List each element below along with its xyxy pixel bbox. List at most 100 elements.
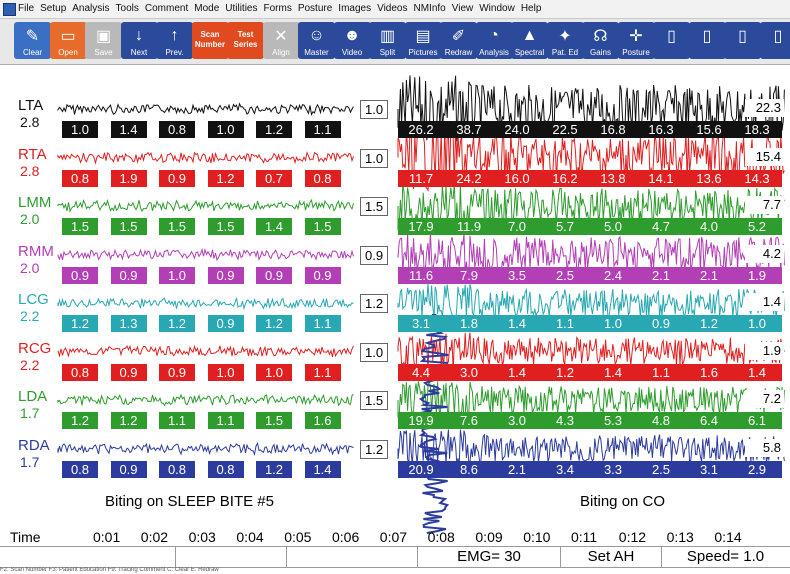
arrow-up-icon: ↑ [170,27,179,44]
form-1-button[interactable]: ▯ [653,22,690,59]
spectral-button[interactable]: ▲ Spectral [511,22,548,59]
trace-lcg-baseline [57,297,354,311]
form-2-button[interactable]: ▯ [688,22,726,59]
stat-right: 24.0 [504,122,530,137]
stat-left: 0.8 [62,363,98,381]
stat-right: 11.7 [408,170,434,186]
align-button[interactable]: ✕ Align [262,22,300,59]
form-3-button[interactable]: ▯ [724,22,761,59]
trace-rta-baseline [57,151,354,165]
channel-right-value: 7.2 [745,390,784,408]
form-2-icon: ▯ [702,28,712,45]
clear-button[interactable]: ✎ Clear [14,22,51,59]
menu-utilities[interactable]: Utilities [225,3,258,14]
menu-setup[interactable]: Setup [40,3,67,14]
open-folder-icon: ▭ [60,28,76,45]
gains-button[interactable]: ☊ Gains [582,22,619,59]
menu-help[interactable]: Help [520,3,542,14]
scan-number-button[interactable]: Scan Number [191,22,229,59]
toolbar-button-label: Gains [590,48,611,57]
channel-name: LDA [18,388,48,405]
stat-right: 4.8 [651,413,671,428]
time-axis: Time 0:01 0:02 0:03 0:04 0:05 0:06 0:07 0:08 0:0… [0,527,790,547]
stat-left: 0.8 [159,121,195,138]
stat-right: 0.9 [651,316,671,331]
stat-left: 1.2 [159,315,195,332]
stat-left: 1.0 [159,266,195,284]
menu-tools[interactable]: Tools [115,3,139,14]
time-tick: 0:09 [475,529,503,545]
stat-left: 1.5 [110,218,147,235]
stat-right: 5.7 [555,219,575,234]
stat-left: 0.9 [110,266,147,284]
stat-left: 1.3 [110,315,147,332]
split-icon: ▥ [379,28,396,45]
menu-videos[interactable]: Videos [377,3,408,14]
time-tick: 0:13 [666,529,694,545]
channel-name: RCG [18,339,52,357]
stat-left: 0.9 [159,169,195,187]
stat-right: 1.6 [699,364,719,380]
menu-comment[interactable]: Comment [144,3,189,14]
form-1-icon: ▯ [667,28,676,45]
stat-right: 2.1 [699,267,719,283]
stat-right: 5.0 [603,219,623,234]
posture-button[interactable]: ✛ Posture [617,22,655,59]
stat-right: 7.0 [507,219,527,234]
toolbar-button-label: Redraw [444,48,473,57]
toolbar-button-label: Test Series [233,30,258,49]
channel-mid-value: 1.5 [360,197,389,216]
status-bar: EMG= 30 Set AH Speed= 1.0 [0,546,790,568]
stat-right: 3.5 [507,267,527,283]
channel-name: RDA [18,436,50,454]
stat-right: 2.4 [603,267,623,283]
gains-icon: ☊ [593,28,608,45]
redraw-button[interactable]: ✐ Redraw [440,22,477,59]
analysis-button[interactable]: ◔ Analysis [475,22,513,59]
stat-left: 1.5 [256,412,292,429]
stat-left: 1.5 [62,218,98,235]
split-button[interactable]: ▥ Split [369,22,406,59]
stat-right: 19.9 [408,413,434,428]
stat-left: 1.2 [256,315,292,332]
stat-right: 1.4 [747,364,767,380]
stat-right: 1.1 [555,316,575,331]
pat-ed-button[interactable]: ✦ Pat. Ed [546,22,584,59]
menu-mode[interactable]: Mode [194,3,220,14]
toolbar-button-label: Pat. Ed [551,48,579,57]
master-button[interactable]: ☺ Master [298,22,335,59]
channel-name: LCG [18,291,49,308]
video-button[interactable]: ☻ Video [333,22,371,59]
pictures-button[interactable]: ▤ Pictures [404,22,442,59]
channel-gain: 2.2 [20,308,40,324]
channel-right-value: 22.3 [745,99,784,117]
stat-left: 0.8 [62,460,98,478]
trace-rcg-baseline [57,344,354,358]
trace-rmm-baseline [57,247,354,262]
menu-file[interactable]: File [18,3,35,14]
stat-right: 3.1 [699,461,719,477]
menu-posture[interactable]: Posture [297,3,333,14]
open-button[interactable]: ▭ Open [49,22,87,59]
prev-button[interactable]: ↑ Prev. [156,22,193,59]
menu-analysis[interactable]: Analysis [72,3,110,14]
stat-right: 20.9 [408,461,434,477]
patient-education-icon: ✦ [558,28,572,45]
analysis-icon: ◔ [489,27,499,44]
menu-forms[interactable]: Forms [263,3,292,14]
time-tick: 0:07 [379,529,408,545]
menu-images[interactable]: Images [338,3,372,14]
menu-nminfo[interactable]: NMInfo [413,3,446,14]
master-icon: ☺ [308,27,325,44]
menu-window[interactable]: Window [479,3,515,14]
form-4-button[interactable]: ▯ [759,22,790,59]
test-series-button[interactable]: Test Series [227,22,264,59]
channel-name: LMM [18,194,52,211]
save-button[interactable]: ▣ Save [85,22,122,59]
menu-view[interactable]: View [451,3,474,14]
next-button[interactable]: ↓ Next [120,22,158,59]
stat-right: 6.1 [747,413,767,428]
arrow-down-icon: ↓ [135,27,143,44]
menu-list: File Setup Analysis Tools Comment Mode Utiliti… [18,3,547,14]
toolbar-button-label: Pictures [408,48,438,57]
